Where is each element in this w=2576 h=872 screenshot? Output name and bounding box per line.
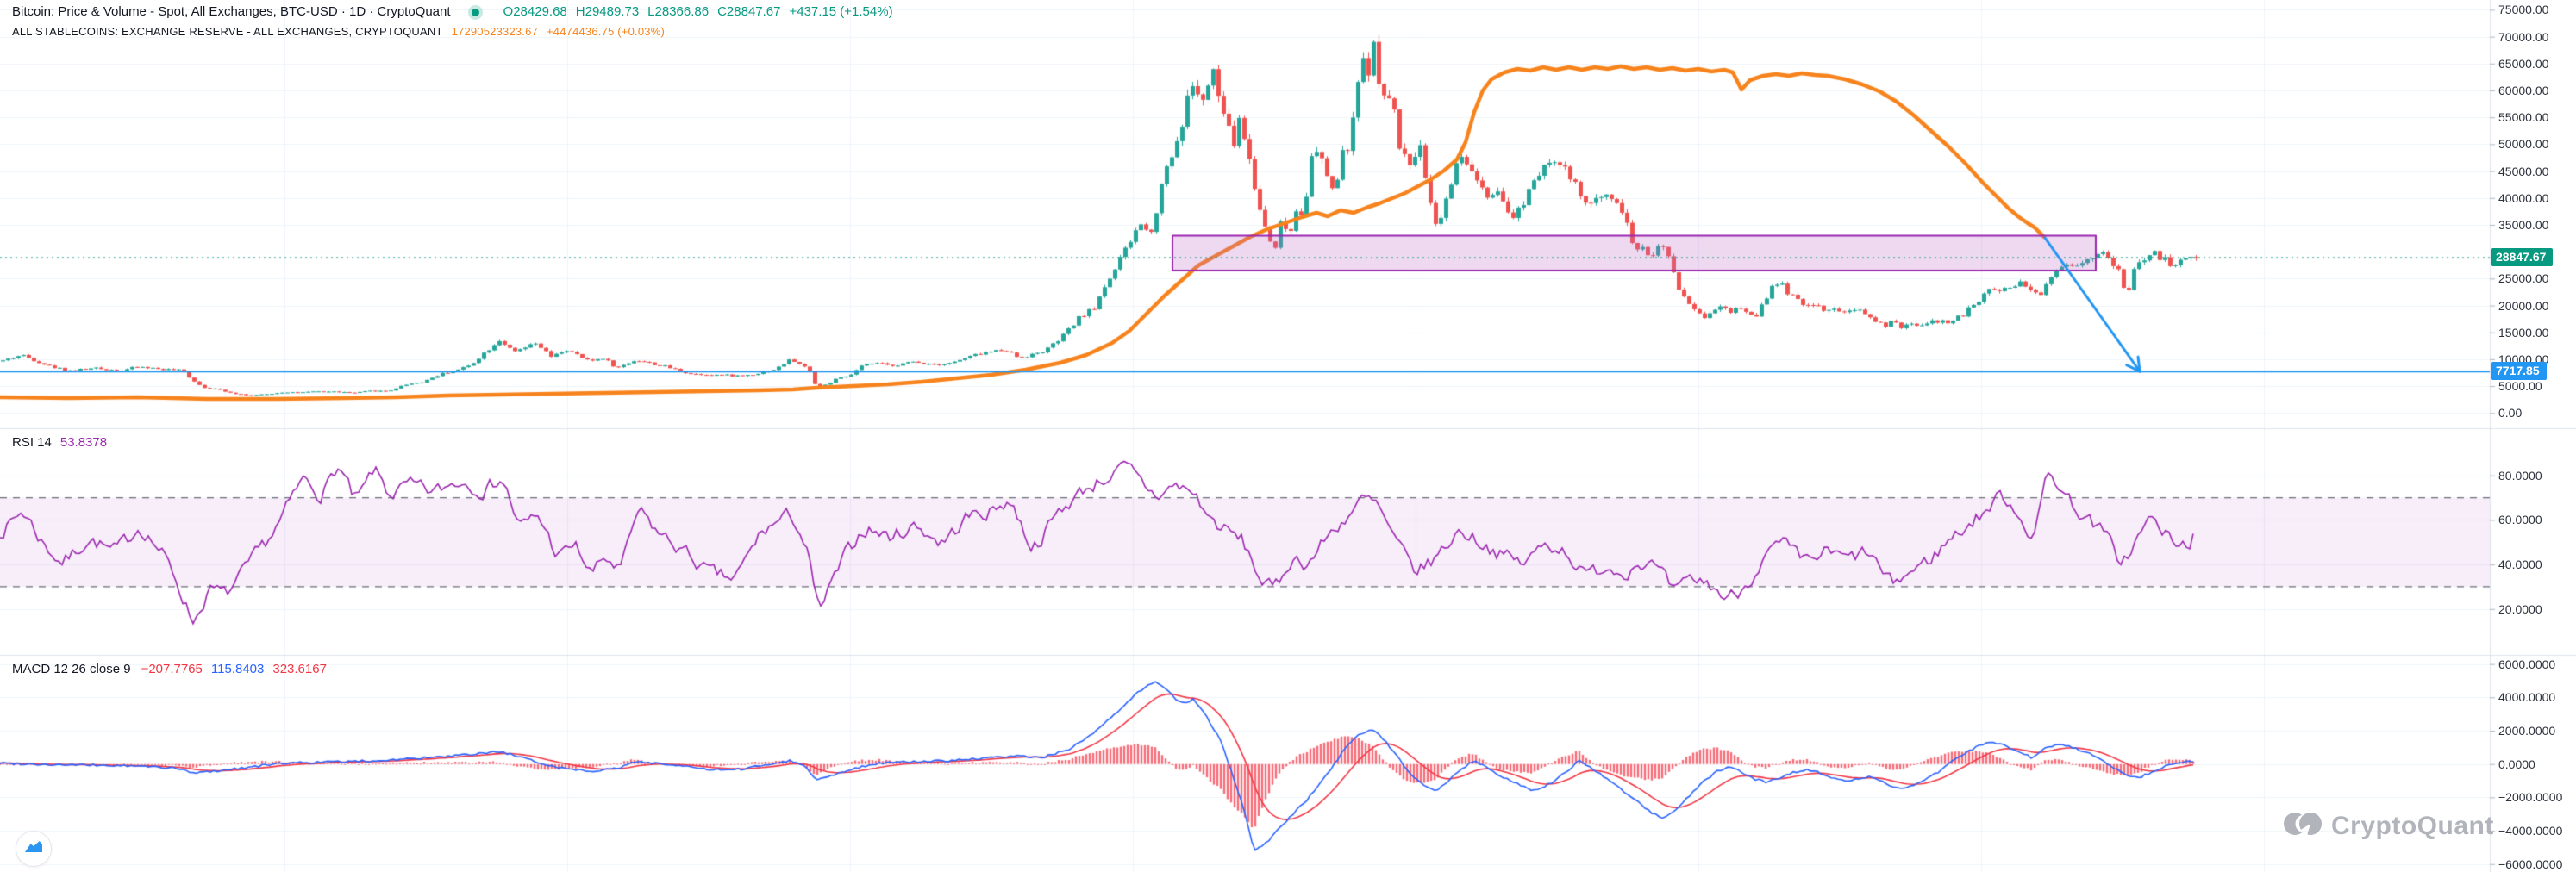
ohlc-open: O28429.68 [503,4,567,19]
axis-tick-label: 20000.00 [2498,298,2549,313]
axis-tick-label: 45000.00 [2498,164,2549,178]
stablecoin-title: ALL STABLECOINS: EXCHANGE RESERVE - ALL … [12,25,443,38]
axis-tick-label: 40000.00 [2498,190,2549,205]
axis-tick-label: 6000.0000 [2498,657,2556,671]
chart-style-button[interactable] [16,831,52,867]
watermark-text: CryptoQuant [2331,811,2494,840]
area-chart-icon [23,838,44,861]
axis-tick-label: 20.0000 [2498,601,2542,616]
support-price-label: 7717.85 [2491,362,2547,381]
axis-tick-label: 60000.00 [2498,84,2549,97]
axis-tick-label: 70000.00 [2498,29,2549,44]
axis-tick-label: 55000.00 [2498,110,2549,125]
macd-signal-value: 323.6167 [272,662,327,676]
rsi-label: RSI 14 [12,435,52,450]
axis-tick-label: 0.00 [2498,406,2523,420]
rsi-legend[interactable]: RSI 14 53.8378 [12,435,107,450]
stablecoin-value: 17290523323.67 [451,25,538,38]
macd-line-value: 115.8403 [210,662,265,676]
axis-tick-label: 2000.0000 [2498,724,2556,738]
ohlc-high: H29489.73 [575,4,640,19]
axis-tick-label: 25000.00 [2498,271,2549,286]
macd-legend[interactable]: MACD 12 26 close 9 −207.7765 115.8403 323.6… [12,662,327,676]
axis-tick-label: 4000.0000 [2498,690,2556,705]
live-indicator-dot [471,8,479,16]
axis-tick-label: −4000.0000 [2498,824,2563,838]
symbol-title: Bitcoin: Price & Volume - Spot, All Exch… [12,4,451,19]
cryptoquant-watermark: CryptoQuant [2283,808,2494,844]
cryptoquant-logo-icon [2283,808,2323,844]
axis-tick-label: 75000.00 [2498,3,2549,17]
symbol-legend[interactable]: Bitcoin: Price & Volume - Spot, All Exch… [12,4,893,19]
stablecoin-legend[interactable]: ALL STABLECOINS: EXCHANGE RESERVE - ALL … [12,25,665,38]
rsi-value: 53.8378 [59,435,108,450]
ohlc-change: +437.15 (+1.54%) [789,4,893,19]
axis-tick-label: 65000.00 [2498,56,2549,71]
axis-tick-label: 40.0000 [2498,557,2542,572]
axis-tick-label: 50000.00 [2498,137,2549,152]
axis-tick-label: 0.0000 [2498,757,2535,771]
stablecoin-change: +4474436.75 (+0.03%) [546,25,665,38]
axis-tick-label: 35000.00 [2498,217,2549,232]
ohlc-close: C28847.67 [717,4,781,19]
macd-label: MACD 12 26 close 9 [12,662,131,676]
macd-histogram-value: −207.7765 [141,662,203,676]
ohlc-low: L28366.86 [647,4,710,19]
axis-tick-label: 5000.00 [2498,379,2542,394]
axis-tick-label: −2000.0000 [2498,790,2563,805]
axis-tick-label: −6000.0000 [2498,856,2563,871]
axis-tick-label: 60.0000 [2498,513,2542,527]
axis-tick-label: 80.0000 [2498,468,2542,483]
axis-tick-label: 15000.00 [2498,325,2549,339]
last-price-label: 28847.67 [2491,248,2554,267]
